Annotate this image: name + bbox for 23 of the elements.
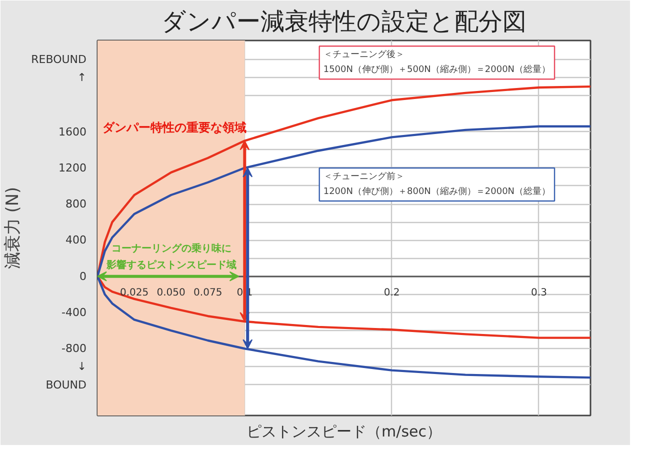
- y-tick-label: ↓: [77, 360, 86, 374]
- y-tick-label: 1600: [58, 125, 87, 138]
- y-tick-label: 800: [66, 198, 87, 211]
- y-tick-label: REBOUND: [31, 52, 87, 66]
- y-tick-label: -400: [62, 306, 87, 319]
- x-axis-title: ピストンスピード（m/sec）: [246, 422, 442, 440]
- y-tick-label: BOUND: [46, 378, 87, 392]
- annotation: ダンパー特性の重要な領域: [102, 120, 246, 134]
- x-tick-label: 0.075: [194, 287, 222, 298]
- annotation: ＜チューニング前＞ 1200N（伸び側）＋800N（縮み側）＝2000N（総量）: [323, 171, 551, 197]
- chart-title: ダンパー減衰特性の設定と配分図: [162, 8, 526, 36]
- x-tick-label: 0.2: [384, 287, 400, 298]
- annotation: コーナーリングの乗り味に影響するピストンスピード域: [105, 242, 236, 272]
- x-tick-label: 0.050: [156, 287, 186, 298]
- y-tick-label: -800: [62, 342, 87, 356]
- y-tick-label: 1200: [58, 161, 87, 174]
- y-tick-label: 400: [66, 234, 87, 247]
- annotation: ＜チューニング後＞ 1500N（伸び側）＋500N（縮み側）＝2000N（総量）: [323, 49, 551, 76]
- y-tick-label: ↑: [77, 71, 86, 84]
- x-tick-label: 0.3: [531, 287, 547, 298]
- y-tick-label: 0: [80, 270, 86, 283]
- y-axis-title: 減衰力 (N): [3, 186, 24, 270]
- x-tick-label: 0.025: [120, 287, 149, 298]
